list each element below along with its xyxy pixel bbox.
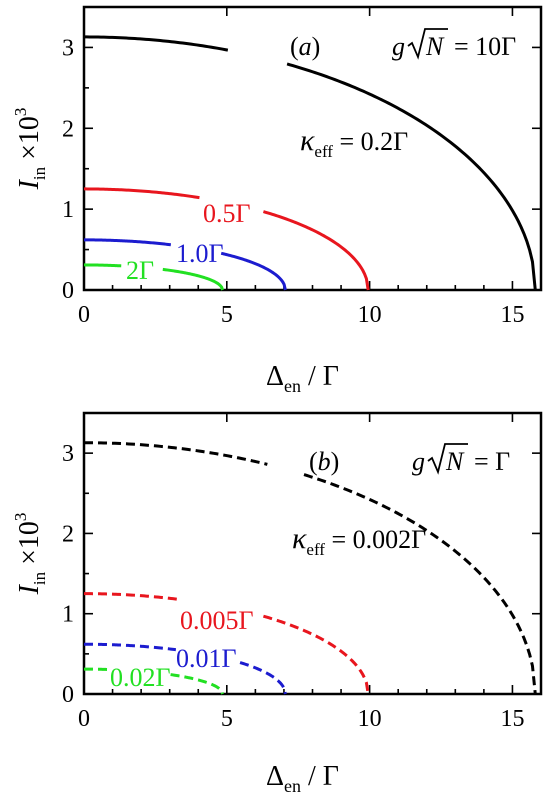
panel-a: 0 5 10 15 0 1 2 3 κeff = 0.2Γ 0.5Γ 1.0Γ 2Γ (a) g N = 10… (11, 5, 543, 396)
x-axis-label: Δen / Γ (266, 361, 339, 396)
sqrt-sign (407, 28, 448, 60)
y-tick-label: 1 (62, 602, 74, 628)
series-line-2 (84, 187, 370, 291)
coupling-value: = 10Γ (454, 32, 516, 61)
sqrt-sign (427, 443, 468, 475)
series-line-4 (84, 263, 224, 291)
y-tick-label: 0 (62, 278, 74, 304)
y-tick-label: 1 (62, 197, 74, 223)
x-tick-label: 5 (221, 706, 233, 732)
series-line-3 (84, 642, 287, 695)
x-tick-label: 15 (500, 706, 524, 732)
panel-label: (a) (290, 32, 320, 61)
x-tick-label: 0 (78, 302, 90, 328)
series-line-3 (84, 238, 287, 291)
series-line-1 (84, 441, 537, 695)
series-line-4 (84, 667, 224, 695)
series-label-3: 0.01Γ (176, 644, 237, 673)
series-label-4: 2Γ (126, 256, 154, 285)
x-tick-label: 10 (358, 302, 382, 328)
series-label-1: κeff = 0.2Γ (300, 124, 408, 161)
series-label-2: 0.005Γ (180, 606, 254, 635)
series-label-4: 0.02Γ (110, 663, 171, 692)
x-tick-label: 10 (358, 706, 382, 732)
x-axis-label: Δen / Γ (266, 761, 339, 796)
x-tick-label: 15 (500, 302, 524, 328)
y-tick-label: 2 (62, 521, 74, 547)
y-tick-label: 0 (62, 682, 74, 708)
series-line-2 (84, 592, 370, 695)
coupling-symbol: g (412, 447, 425, 476)
y-tick-label: 3 (62, 441, 74, 467)
y-axis-label: Iin ×103 (11, 108, 49, 191)
series-label-2: 0.5Γ (203, 199, 251, 228)
coupling-radicand: N (445, 447, 465, 476)
coupling-value: = Γ (474, 447, 510, 476)
y-tick-label: 2 (62, 116, 74, 142)
coupling-label: g N = Γ (412, 443, 510, 476)
series-label-3: 1.0Γ (176, 239, 224, 268)
series-line-1 (84, 35, 537, 291)
y-axis-label: Iin ×103 (11, 513, 49, 596)
coupling-radicand: N (425, 32, 445, 61)
coupling-label: g N = 10Γ (392, 28, 516, 61)
coupling-symbol: g (392, 32, 405, 61)
y-tick-label: 3 (62, 35, 74, 61)
panel-label: (b) (309, 447, 339, 476)
x-tick-label: 0 (78, 706, 90, 732)
x-tick-label: 5 (221, 302, 233, 328)
series-label-1: κeff = 0.002Γ (292, 522, 426, 559)
